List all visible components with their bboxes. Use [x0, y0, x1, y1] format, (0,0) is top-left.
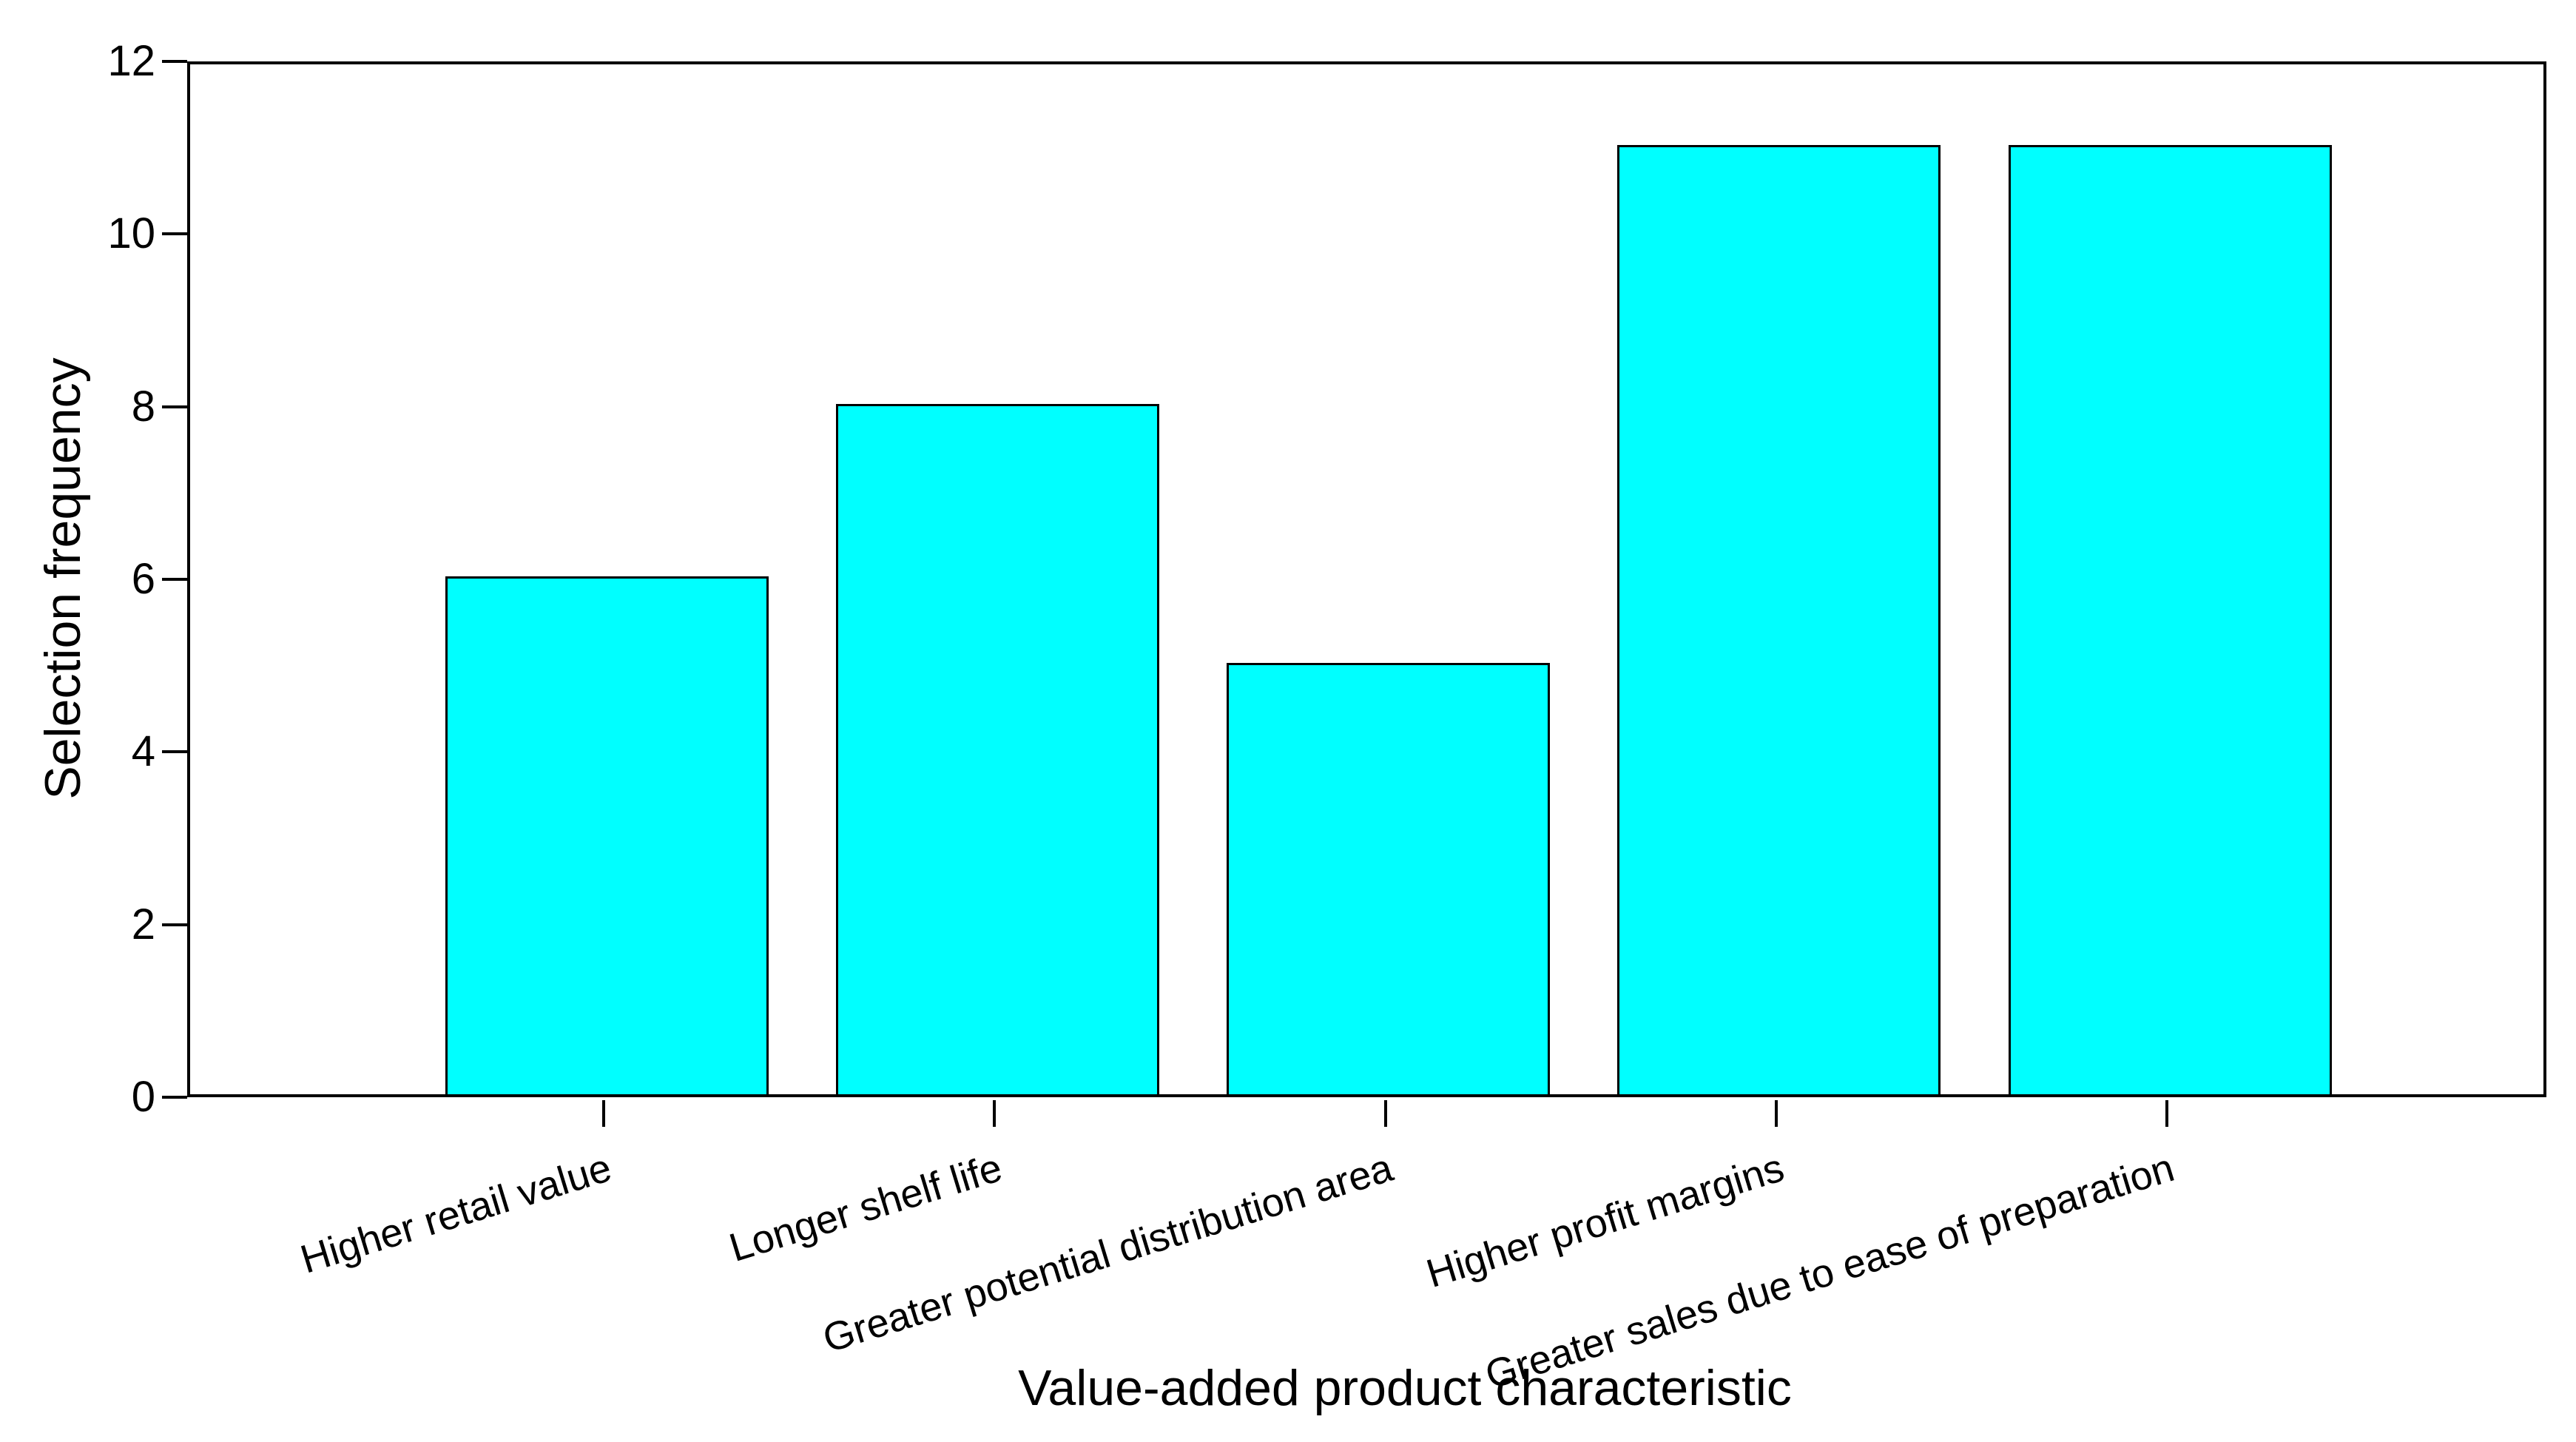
y-axis-tick [162, 578, 187, 581]
y-axis-tick [162, 60, 187, 63]
x-axis-tick [2165, 1100, 2168, 1127]
x-tick-label: Higher retail value [295, 1145, 616, 1282]
bar [2008, 145, 2332, 1094]
y-axis-title: Selection frequency [35, 357, 91, 800]
x-axis-title: Value-added product characteristic [1018, 1360, 1792, 1416]
plot-area [187, 61, 2546, 1097]
y-axis-tick [162, 750, 187, 754]
bar [835, 404, 1159, 1094]
x-axis-tick [1383, 1100, 1387, 1127]
y-tick-label: 2 [131, 900, 155, 949]
y-axis-tick [162, 405, 187, 408]
x-axis-tick [1774, 1100, 1778, 1127]
x-axis-tick [602, 1100, 605, 1127]
bar [1617, 145, 1941, 1094]
y-axis-tick [162, 923, 187, 926]
y-tick-label: 8 [131, 382, 155, 431]
bar [445, 576, 769, 1094]
y-axis-tick [162, 232, 187, 236]
bar [1227, 663, 1550, 1094]
y-tick-label: 6 [131, 555, 155, 603]
y-tick-label: 0 [131, 1073, 155, 1121]
x-tick-label: Higher profit margins [1420, 1145, 1789, 1296]
x-tick-label: Longer shelf life [724, 1145, 1008, 1270]
y-axis-tick [162, 1096, 187, 1099]
y-tick-label: 4 [131, 727, 155, 776]
y-tick-label: 10 [107, 209, 155, 258]
y-tick-label: 12 [107, 37, 155, 85]
x-axis-tick [993, 1100, 997, 1127]
